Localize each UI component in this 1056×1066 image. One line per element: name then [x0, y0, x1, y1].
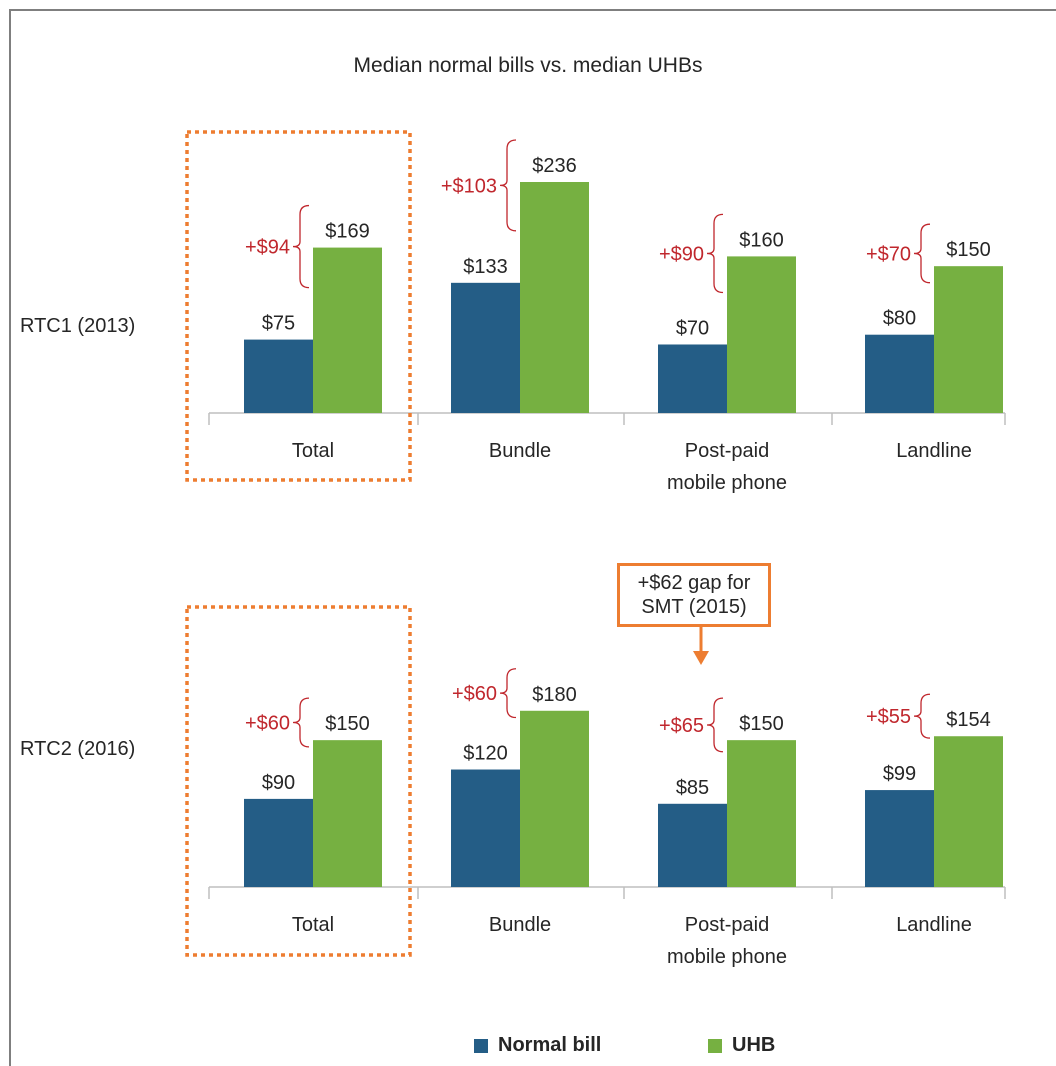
gap-bracket-p2-2 — [706, 697, 724, 753]
gap-label-p2-0: +$60 — [245, 713, 290, 735]
value-label-uhb-p2-3: $154 — [946, 709, 991, 731]
gap-bracket-p1-2 — [706, 213, 724, 294]
category-label-p2-2-1: mobile phone — [667, 946, 787, 968]
value-label-normal-p2-1: $120 — [463, 743, 508, 765]
legend-swatch-normal — [474, 1038, 488, 1053]
value-label-normal-p2-2: $85 — [676, 777, 709, 799]
category-label-p1-2-1: mobile phone — [667, 472, 787, 494]
gap-label-p1-0: +$94 — [245, 237, 290, 259]
gap-label-p1-2: +$90 — [659, 243, 704, 265]
gap-label-p2-2: +$65 — [659, 715, 704, 737]
chart-frame — [9, 9, 1056, 1066]
category-label-p1-3-0: Landline — [896, 440, 972, 462]
bar-normal-p2-0 — [244, 798, 313, 887]
chart-title: Median normal bills vs. median UHBs — [353, 54, 703, 77]
value-label-uhb-p1-0: $169 — [325, 221, 370, 243]
legend-swatch-uhb — [708, 1038, 722, 1053]
row-label-rtc2: RTC2 (2016) — [20, 738, 136, 760]
callout-arrow-head — [693, 651, 709, 665]
gap-bracket-p1-0 — [292, 204, 310, 289]
value-label-normal-p1-1: $133 — [463, 256, 508, 278]
legend-item-normal: Normal bill — [474, 1034, 601, 1057]
bar-uhb-p1-2 — [727, 256, 796, 413]
bar-uhb-p1-1 — [520, 182, 589, 413]
bar-uhb-p1-0 — [313, 247, 382, 413]
bar-uhb-p1-3 — [934, 266, 1003, 413]
bar-uhb-p2-2 — [727, 740, 796, 887]
legend: Normal bill UHB — [0, 1034, 1056, 1058]
bar-uhb-p2-3 — [934, 736, 1003, 887]
highlight-box-total-p1 — [185, 130, 412, 482]
bar-uhb-p2-0 — [313, 740, 382, 887]
legend-item-uhb: UHB — [708, 1034, 775, 1057]
callout-line-2: SMT (2015) — [641, 596, 747, 618]
value-label-uhb-p1-3: $150 — [946, 239, 991, 261]
bar-normal-p1-2 — [658, 344, 727, 413]
gap-bracket-p1-1 — [499, 139, 517, 232]
category-label-p1-0-0: Total — [292, 440, 334, 462]
category-label-p1-2-0: Post-paid — [685, 440, 770, 462]
gap-bracket-p2-0 — [292, 697, 310, 748]
legend-label-normal: Normal bill — [498, 1034, 602, 1056]
value-label-normal-p2-0: $90 — [262, 772, 295, 794]
highlight-box-total-p2 — [185, 605, 412, 957]
gap-bracket-p2-3 — [913, 693, 931, 739]
value-label-uhb-p1-1: $236 — [532, 155, 577, 177]
bar-normal-p2-2 — [658, 803, 727, 887]
bar-normal-p2-3 — [865, 790, 934, 887]
row-label-rtc1: RTC1 (2013) — [20, 315, 136, 337]
value-label-normal-p1-0: $75 — [262, 313, 295, 335]
value-label-uhb-p2-1: $180 — [532, 684, 577, 706]
category-label-p2-3-0: Landline — [896, 914, 972, 936]
gap-label-p2-1: +$60 — [452, 683, 497, 705]
callout-line-1: +$62 gap for — [637, 572, 751, 594]
gap-bracket-p1-3 — [913, 223, 931, 284]
value-label-normal-p1-2: $70 — [676, 317, 709, 339]
gap-bracket-p2-1 — [499, 668, 517, 719]
value-label-normal-p2-3: $99 — [883, 763, 916, 785]
value-label-normal-p1-3: $80 — [883, 308, 916, 330]
legend-label-uhb: UHB — [732, 1034, 776, 1056]
gap-label-p1-3: +$70 — [866, 243, 911, 265]
category-label-p2-0-0: Total — [292, 914, 334, 936]
bar-normal-p1-3 — [865, 334, 934, 413]
value-label-uhb-p1-2: $160 — [739, 229, 784, 251]
bar-normal-p2-1 — [451, 769, 520, 887]
bar-normal-p1-1 — [451, 282, 520, 413]
category-label-p1-1-0: Bundle — [489, 440, 551, 462]
category-label-p2-1-0: Bundle — [489, 914, 551, 936]
bar-uhb-p2-1 — [520, 710, 589, 887]
value-label-uhb-p2-2: $150 — [739, 713, 784, 735]
bar-normal-p1-0 — [244, 339, 313, 413]
gap-label-p2-3: +$55 — [866, 706, 911, 728]
gap-label-p1-1: +$103 — [441, 175, 497, 197]
category-label-p2-2-0: Post-paid — [685, 914, 770, 936]
smt-callout: +$62 gap for SMT (2015) — [617, 563, 771, 627]
value-label-uhb-p2-0: $150 — [325, 713, 370, 735]
